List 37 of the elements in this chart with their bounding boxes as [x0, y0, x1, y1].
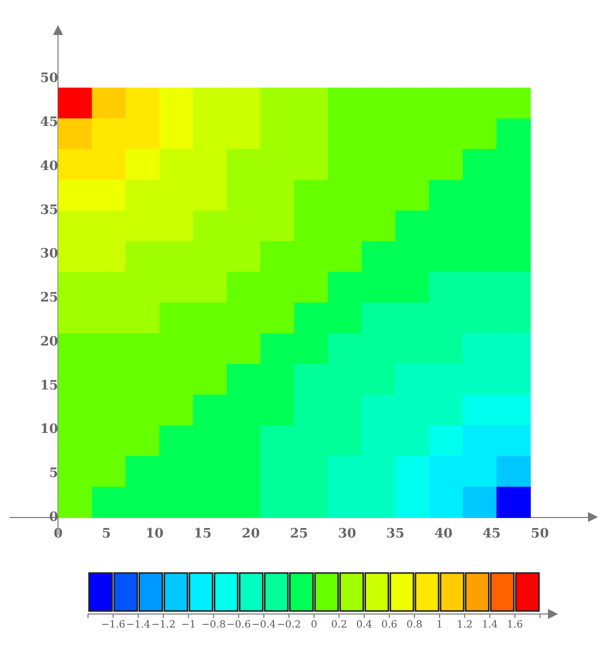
color-bar-label: 1.6: [506, 620, 523, 631]
color-bar-label: 0.2: [331, 620, 348, 631]
color-bar-label: −1: [181, 620, 196, 631]
color-bar-label: 1.2: [456, 620, 473, 631]
color-bar-label: −0.4: [252, 620, 276, 631]
color-bar-label: −0.2: [276, 620, 302, 631]
y-tick-label: 45: [40, 115, 58, 130]
color-bar-label: 1.4: [482, 620, 498, 631]
x-tick-label: 20: [242, 526, 260, 542]
color-bar-label: 0.4: [356, 620, 372, 631]
y-tick-label: 25: [40, 290, 58, 306]
x-tick-label: 50: [530, 526, 549, 542]
color-bar-label: −1.2: [151, 620, 176, 631]
y-tick-label: 50: [40, 71, 58, 86]
color-bar-label: 0: [310, 620, 318, 631]
y-tick-label: 20: [40, 334, 58, 350]
color-bar-label: −1.4: [126, 620, 150, 631]
x-tick-label: 35: [386, 526, 404, 542]
color-bar-label: 0.6: [381, 620, 398, 631]
y-tick-label: 30: [40, 246, 58, 262]
color-bar-label: 1: [436, 620, 443, 631]
color-bar-label: −0.8: [201, 620, 226, 631]
y-tick-label: 15: [40, 378, 58, 394]
y-tick-label: 10: [40, 422, 58, 438]
x-tick-label: 5: [102, 526, 111, 542]
y-tick-label: 40: [40, 158, 58, 174]
color-bar-label: 0.8: [406, 620, 422, 631]
y-tick-label: 35: [40, 202, 58, 218]
x-tick-label: 25: [290, 526, 308, 542]
y-tick-label: 5: [49, 466, 58, 481]
color-bar-label: −0.6: [226, 620, 251, 631]
x-tick-label: 10: [145, 526, 164, 542]
color-bar-label: −1.6: [100, 620, 126, 631]
x-tick-label: 15: [194, 526, 212, 542]
x-tick-label: 40: [434, 526, 453, 542]
x-tick-label: 45: [482, 526, 501, 542]
x-tick-label: 30: [338, 526, 356, 542]
